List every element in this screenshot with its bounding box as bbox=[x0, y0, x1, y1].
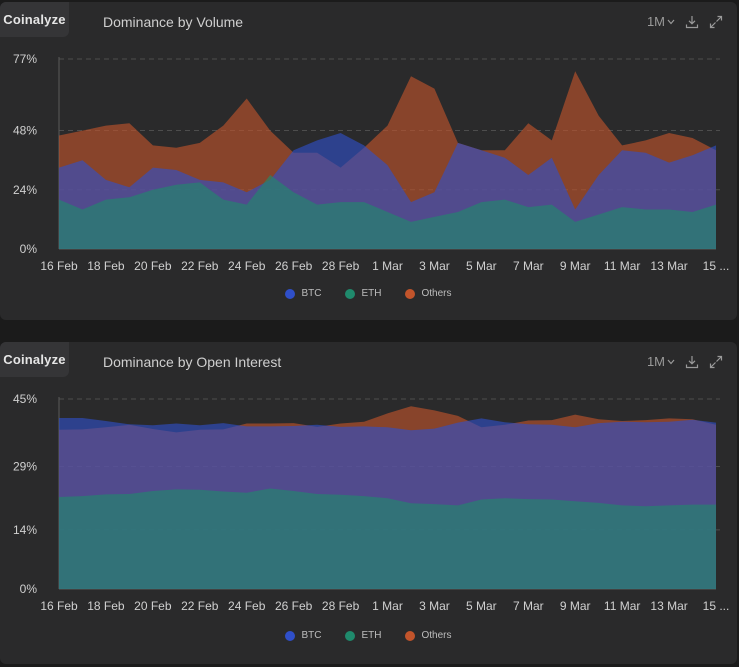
legend-label: BTC bbox=[301, 288, 322, 299]
brand-logo[interactable]: Coinalyze bbox=[0, 2, 69, 37]
x-tick-label: 15 ... bbox=[703, 599, 730, 613]
x-tick-label: 24 Feb bbox=[228, 599, 266, 613]
y-tick-label: 0% bbox=[20, 582, 38, 596]
x-tick-label: 18 Feb bbox=[87, 259, 125, 273]
x-tick-label: 20 Feb bbox=[134, 599, 172, 613]
brand-logo[interactable]: Coinalyze bbox=[0, 342, 69, 377]
y-tick-label: 29% bbox=[13, 460, 37, 474]
x-tick-label: 3 Mar bbox=[419, 259, 450, 273]
y-tick-label: 14% bbox=[13, 523, 37, 537]
volume-dominance-chart: 0% 24% 48% 77% 16 Feb 18 Feb 20 Feb 22 Feb 24 Fe… bbox=[13, 52, 730, 273]
time-range-value: 1M bbox=[646, 14, 665, 29]
x-tick-label: 3 Mar bbox=[419, 599, 450, 613]
legend-item-others[interactable]: Others bbox=[405, 288, 452, 299]
x-tick-label: 28 Feb bbox=[322, 599, 360, 613]
x-tick-label: 22 Feb bbox=[181, 259, 219, 273]
time-range-select[interactable]: 1M bbox=[647, 14, 675, 29]
x-tick-label: 24 Feb bbox=[228, 259, 266, 273]
y-tick-label: 0% bbox=[20, 242, 38, 256]
y-tick-label: 48% bbox=[13, 124, 37, 138]
x-tick-label: 26 Feb bbox=[275, 259, 313, 273]
legend-item-eth[interactable]: ETH bbox=[345, 630, 381, 641]
chart-title: Dominance by Open Interest bbox=[103, 354, 282, 370]
legend-item-btc[interactable]: BTC bbox=[285, 288, 321, 299]
legend-label: Others bbox=[421, 630, 452, 641]
x-tick-label: 13 Mar bbox=[650, 259, 687, 273]
x-tick-label: 1 Mar bbox=[372, 599, 403, 613]
download-icon[interactable] bbox=[685, 355, 699, 369]
time-range-select[interactable]: 1M bbox=[647, 354, 675, 369]
chevron-down-icon bbox=[667, 359, 675, 364]
chevron-down-icon bbox=[667, 19, 675, 24]
x-tick-label: 7 Mar bbox=[513, 599, 544, 613]
legend-item-btc[interactable]: BTC bbox=[285, 630, 321, 641]
download-icon[interactable] bbox=[685, 15, 699, 29]
legend-label: ETH bbox=[361, 288, 382, 299]
x-tick-label: 28 Feb bbox=[322, 259, 360, 273]
legend-item-others[interactable]: Others bbox=[405, 630, 452, 641]
area-series-eth[interactable] bbox=[59, 488, 716, 590]
chart-toolbar: 1M bbox=[647, 354, 723, 369]
legend-label: Others bbox=[421, 288, 452, 299]
expand-icon[interactable] bbox=[709, 355, 723, 369]
area-series-eth[interactable] bbox=[59, 175, 716, 249]
x-tick-label: 26 Feb bbox=[275, 599, 313, 613]
open-interest-dominance-chart: 0% 14% 29% 45% 16 Feb 18 Feb 20 Feb 22 Feb 24 Fe… bbox=[13, 392, 730, 613]
x-tick-label: 9 Mar bbox=[560, 259, 591, 273]
x-tick-label: 22 Feb bbox=[181, 599, 219, 613]
x-tick-label: 16 Feb bbox=[40, 259, 78, 273]
x-tick-label: 1 Mar bbox=[372, 259, 403, 273]
legend-dot bbox=[405, 288, 416, 299]
legend-dot bbox=[345, 288, 356, 299]
x-tick-label: 13 Mar bbox=[650, 599, 687, 613]
legend-label: BTC bbox=[301, 630, 322, 641]
legend-dot bbox=[345, 630, 356, 641]
legend-item-eth[interactable]: ETH bbox=[345, 288, 381, 299]
x-tick-label: 9 Mar bbox=[560, 599, 591, 613]
volume-dominance-panel: Coinalyze Dominance by Volume 1M 0% 24% 48… bbox=[0, 2, 737, 320]
legend-label: ETH bbox=[361, 630, 382, 641]
legend-dot bbox=[405, 630, 416, 641]
x-tick-label: 16 Feb bbox=[40, 599, 78, 613]
x-tick-label: 11 Mar bbox=[604, 259, 640, 273]
chart-legend: BTC ETH Others bbox=[0, 288, 737, 299]
legend-dot bbox=[285, 288, 296, 299]
time-range-value: 1M bbox=[646, 354, 665, 369]
x-tick-label: 5 Mar bbox=[466, 599, 497, 613]
legend-dot bbox=[285, 630, 296, 641]
x-tick-label: 20 Feb bbox=[134, 259, 172, 273]
expand-icon[interactable] bbox=[709, 15, 723, 29]
chart-title: Dominance by Volume bbox=[103, 14, 244, 30]
y-tick-label: 77% bbox=[13, 52, 37, 66]
open-interest-dominance-panel: Coinalyze Dominance by Open Interest 1M … bbox=[0, 342, 737, 664]
x-tick-label: 11 Mar bbox=[604, 599, 640, 613]
chart-toolbar: 1M bbox=[647, 14, 723, 29]
chart-legend: BTC ETH Others bbox=[0, 630, 737, 641]
x-tick-label: 5 Mar bbox=[466, 259, 497, 273]
y-tick-label: 24% bbox=[13, 183, 37, 197]
y-tick-label: 45% bbox=[13, 392, 37, 406]
x-tick-label: 18 Feb bbox=[87, 599, 125, 613]
x-tick-label: 15 ... bbox=[703, 259, 730, 273]
x-tick-label: 7 Mar bbox=[513, 259, 544, 273]
